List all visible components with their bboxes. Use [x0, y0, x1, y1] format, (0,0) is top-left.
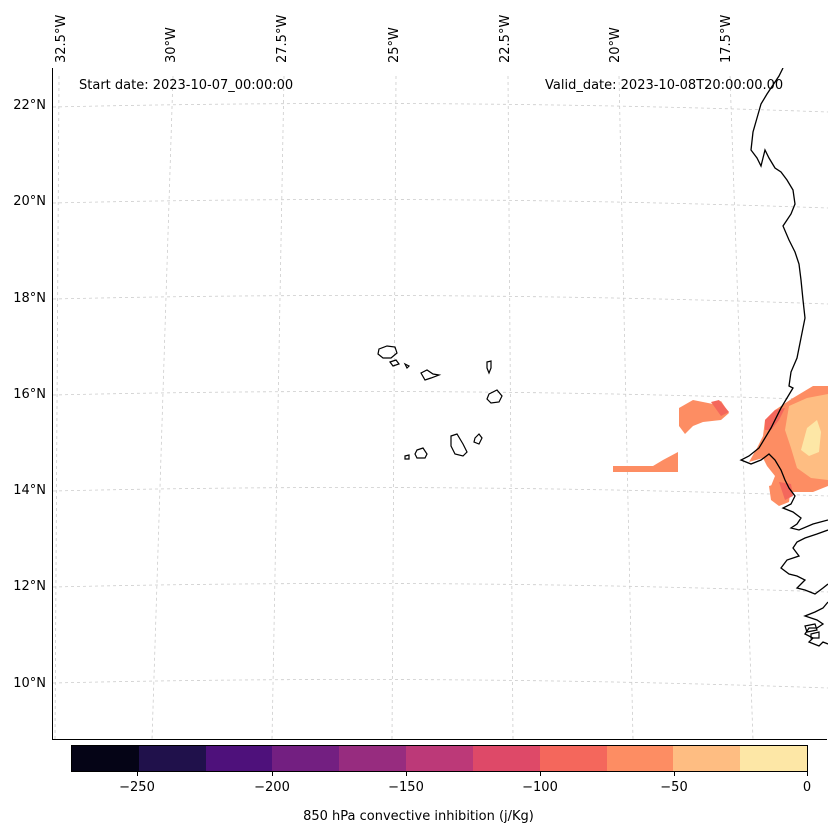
lat-label-14n: 14°N [13, 483, 46, 498]
bijagos-islands [804, 623, 820, 639]
africa-coastline [739, 68, 828, 531]
colorbar-swatch [406, 746, 473, 771]
island-sal [486, 360, 492, 375]
island-fogo [414, 447, 428, 459]
colorbar-tickmark-50 [674, 772, 675, 776]
africa-coastline-south [780, 529, 828, 595]
colorbar-swatch [339, 746, 407, 771]
colorbar-swatch [205, 746, 273, 771]
colorbar-tick-150: −150 [388, 780, 424, 795]
colorbar-swatch [138, 746, 206, 771]
colorbar-swatch [740, 746, 807, 771]
lon-label-32-5w: 32.5°W [54, 14, 69, 63]
island-boa-vista [486, 389, 503, 404]
island-brava [404, 454, 410, 460]
parallel-gridlines [53, 103, 828, 689]
meridian-gridlines [54, 75, 754, 740]
colorbar-title: 850 hPa convective inhibition (j/Kg) [303, 809, 534, 824]
valid-date-label: Valid_date: 2023-10-08T20:00:00.00 [545, 78, 784, 93]
colorbar-tick-50: −50 [660, 780, 688, 795]
lat-label-20n: 20°N [13, 194, 46, 209]
colorbar-tick-200: −200 [254, 780, 290, 795]
colorbar [71, 745, 808, 772]
island-sao-nicolau [420, 369, 442, 381]
colorbar-swatch [72, 746, 139, 771]
start-date-label: Start date: 2023-10-07_00:00:00 [79, 78, 294, 93]
cin-contour-offshore-north-core [711, 400, 729, 416]
colorbar-swatch [472, 746, 540, 771]
island-maio [473, 433, 483, 445]
colorbar-tickmark-150 [406, 772, 407, 776]
cin-contours [613, 386, 828, 506]
lat-label-12n: 12°N [13, 579, 46, 594]
cin-contour-offshore-band [613, 452, 678, 472]
colorbar-tickmark-100 [540, 772, 541, 776]
lon-label-25w: 25°W [387, 27, 402, 63]
map-canvas [53, 68, 828, 740]
colorbar-tickmark-0 [807, 772, 808, 776]
cin-contour-senegal-core [801, 420, 821, 456]
lat-label-10n: 10°N [13, 676, 46, 691]
lat-label-22n: 22°N [13, 98, 46, 113]
lat-label-16n: 16°N [13, 387, 46, 402]
lat-label-18n: 18°N [13, 291, 46, 306]
guinea-coastline [803, 601, 828, 647]
lon-label-20w: 20°W [608, 27, 623, 63]
lon-label-30w: 30°W [164, 27, 179, 63]
map-frame [52, 68, 828, 740]
lon-label-22-5w: 22.5°W [498, 14, 513, 63]
cape-verde-islands [377, 345, 503, 460]
colorbar-swatch [673, 746, 741, 771]
island-sao-vicente [389, 359, 400, 367]
colorbar-tick-100: −100 [522, 780, 558, 795]
island-santa-luzia [403, 362, 411, 370]
colorbar-tick-0: 0 [802, 780, 812, 795]
colorbar-tick-250: −250 [119, 780, 155, 795]
lon-label-27-5w: 27.5°W [275, 14, 290, 63]
colorbar-swatch [272, 746, 340, 771]
cin-contour-gambia-edge [779, 482, 793, 500]
colorbar-swatch [539, 746, 607, 771]
island-santo-antao [377, 345, 398, 359]
lon-label-17-5w: 17.5°W [719, 14, 734, 63]
colorbar-tickmark-250 [137, 772, 138, 776]
colorbar-tickmark-200 [272, 772, 273, 776]
island-santiago [450, 433, 468, 457]
colorbar-swatch [606, 746, 674, 771]
